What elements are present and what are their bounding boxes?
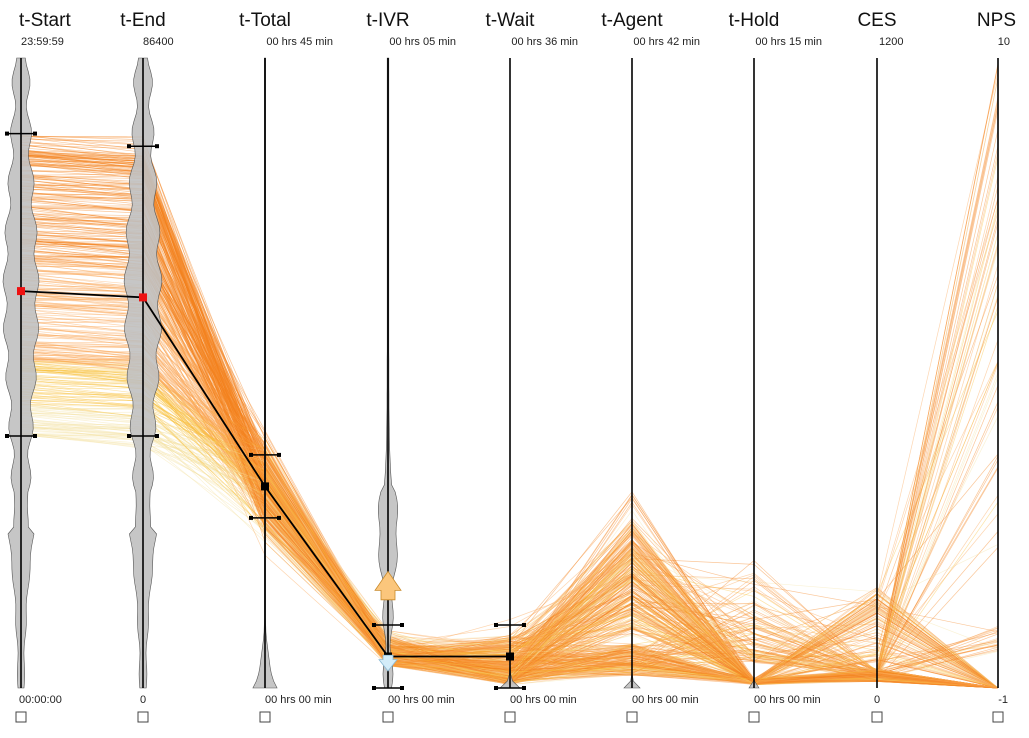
axis-toggle-checkbox-ces[interactable]	[871, 711, 883, 723]
axis-toggle-checkbox-t-hold[interactable]	[748, 711, 760, 723]
axis-min-label-t-agent: 00 hrs 00 min	[632, 694, 699, 706]
brush-cap-t-total	[249, 452, 253, 457]
axis-min-label-t-wait: 00 hrs 00 min	[510, 694, 577, 706]
brush-cap-t-total	[277, 515, 281, 520]
brush-cap-t-start	[33, 131, 37, 136]
brush-cap-t-end	[155, 144, 159, 149]
axis-min-label-t-ivr: 00 hrs 00 min	[388, 694, 455, 706]
selected-point-marker[interactable]	[17, 287, 25, 296]
brush-layer	[5, 131, 526, 690]
brush-cap-t-start	[33, 434, 37, 438]
brush-cap-t-start	[5, 434, 9, 438]
axis-toggle-checkbox-t-total[interactable]	[259, 711, 271, 723]
axis-max-label-nps: 10	[998, 36, 1010, 48]
axis-toggle-checkbox-t-start[interactable]	[15, 711, 27, 723]
axis-title-t-hold[interactable]: t-Hold	[729, 10, 780, 31]
axis-max-label-t-wait: 00 hrs 36 min	[511, 36, 578, 48]
axis-min-label-ces: 0	[874, 694, 880, 706]
labels-layer: t-Start 23:59:59 00:00:00 t-End 86400 0 t-Tota…	[15, 10, 1016, 723]
axis-toggle-checkbox-nps[interactable]	[992, 711, 1004, 723]
brush-cap-t-end	[155, 434, 159, 438]
highlight-point-marker[interactable]	[506, 652, 514, 661]
selected-point-marker[interactable]	[139, 293, 147, 302]
axis-title-t-agent[interactable]: t-Agent	[601, 10, 663, 31]
axis-max-label-ces: 1200	[879, 36, 903, 48]
brush-cap-t-wait	[494, 623, 498, 627]
axis-min-label-t-start: 00:00:00	[19, 694, 62, 706]
axes-layer	[20, 58, 999, 688]
brush-cap-t-end	[127, 144, 131, 149]
axis-max-label-t-total: 00 hrs 45 min	[266, 36, 333, 48]
brush-cap-t-ivr	[400, 686, 404, 690]
axis-min-label-t-total: 00 hrs 00 min	[265, 694, 332, 706]
highlight-point-marker[interactable]	[261, 482, 269, 491]
axis-min-label-t-end: 0	[140, 694, 146, 706]
brush-cap-t-start	[5, 131, 9, 136]
axis-min-label-nps: -1	[998, 694, 1008, 706]
axis-min-label-t-hold: 00 hrs 00 min	[754, 694, 821, 706]
axis-title-ces[interactable]: CES	[857, 10, 896, 31]
arrow-up-icon[interactable]	[374, 570, 402, 601]
arrow-down-icon[interactable]	[378, 654, 398, 672]
axis-title-t-ivr[interactable]: t-IVR	[366, 10, 409, 31]
axis-toggle-checkbox-t-ivr[interactable]	[382, 711, 394, 723]
brush-cap-t-ivr	[372, 686, 376, 690]
brush-cap-t-ivr	[372, 623, 376, 627]
brush-cap-t-ivr	[400, 623, 404, 627]
axis-title-t-start[interactable]: t-Start	[19, 10, 71, 31]
brush-cap-t-end	[127, 434, 131, 438]
axis-toggle-checkbox-t-wait[interactable]	[504, 711, 516, 723]
axis-toggle-checkbox-t-end[interactable]	[137, 711, 149, 723]
brush-cap-t-total	[277, 452, 281, 457]
brush-cap-t-wait	[494, 686, 498, 690]
highlight-layer	[17, 287, 514, 672]
brush-cap-t-wait	[522, 686, 526, 690]
axis-max-label-t-ivr: 00 hrs 05 min	[389, 36, 456, 48]
axis-max-label-t-hold: 00 hrs 15 min	[755, 36, 822, 48]
axis-title-t-wait[interactable]: t-Wait	[486, 10, 536, 31]
axis-title-t-end[interactable]: t-End	[120, 10, 165, 31]
axis-max-label-t-end: 86400	[143, 36, 174, 48]
brush-cap-t-total	[249, 515, 253, 520]
axis-max-label-t-agent: 00 hrs 42 min	[633, 36, 700, 48]
axis-title-t-total[interactable]: t-Total	[239, 10, 291, 31]
axis-max-label-t-start: 23:59:59	[21, 36, 64, 48]
axis-title-nps[interactable]: NPS	[977, 10, 1016, 31]
brush-cap-t-wait	[522, 623, 526, 627]
axis-toggle-checkbox-t-agent[interactable]	[626, 711, 638, 723]
